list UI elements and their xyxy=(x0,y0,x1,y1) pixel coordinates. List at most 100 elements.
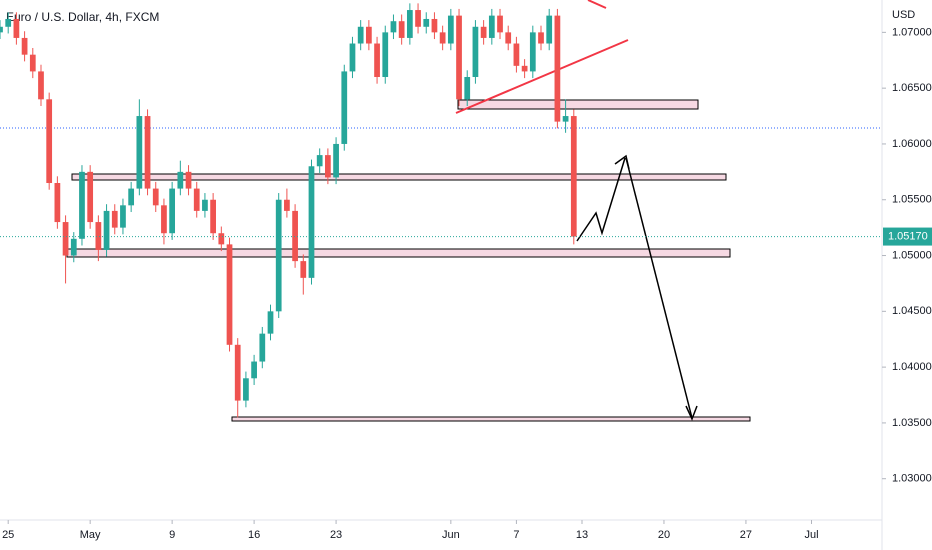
candle-body xyxy=(300,261,307,278)
x-tick-label: 16 xyxy=(248,529,260,541)
y-tick-label: 1.03500 xyxy=(892,417,932,429)
candle-body xyxy=(546,15,553,44)
candle-body xyxy=(439,32,446,44)
candle-body xyxy=(267,311,274,334)
candle-body xyxy=(480,26,487,38)
candle-body xyxy=(275,199,282,312)
candle-body xyxy=(284,199,290,211)
candle-body xyxy=(46,99,53,184)
candle-body xyxy=(562,116,569,122)
arrow-head xyxy=(685,405,698,421)
candle-body xyxy=(29,54,36,72)
candle-body xyxy=(161,205,167,234)
projection-path xyxy=(576,157,626,242)
candle-body xyxy=(431,18,438,33)
candle-body xyxy=(349,43,356,72)
candle-body xyxy=(193,188,200,211)
candle-body xyxy=(382,32,389,77)
candle-body xyxy=(259,333,266,362)
candle-body xyxy=(251,361,257,379)
candle-body xyxy=(538,32,544,44)
y-tick-label: 1.03000 xyxy=(892,473,932,485)
candle-body xyxy=(54,183,61,223)
candle-body xyxy=(333,143,339,178)
candle-body xyxy=(103,210,110,250)
candle-body xyxy=(447,15,454,44)
x-tick-label: 9 xyxy=(169,529,175,541)
candle-body xyxy=(177,171,184,189)
candle-body xyxy=(234,344,241,401)
candle-body xyxy=(415,10,421,27)
trend-line xyxy=(455,39,629,114)
candle-body xyxy=(210,199,216,234)
candle-body xyxy=(21,37,28,55)
y-tick-label: 1.07000 xyxy=(892,26,932,38)
candle-body xyxy=(144,116,151,189)
candle-body xyxy=(513,43,520,66)
candle-body xyxy=(120,205,126,228)
candle-body xyxy=(365,26,372,44)
candle-body xyxy=(308,166,315,278)
y-tick-label: 1.06500 xyxy=(892,82,932,94)
candle-body xyxy=(38,71,44,100)
x-tick-label: 27 xyxy=(740,529,752,541)
candle-body xyxy=(185,171,192,189)
candle-body xyxy=(79,171,85,239)
candle-body xyxy=(521,65,528,72)
candle-body xyxy=(128,188,135,206)
y-tick-label: 1.06000 xyxy=(892,138,932,150)
zone xyxy=(66,248,731,258)
x-tick-label: 7 xyxy=(513,529,519,541)
candle-body xyxy=(13,18,20,38)
drawings xyxy=(0,0,882,422)
x-tick-label: 13 xyxy=(576,529,588,541)
candle-body xyxy=(95,222,102,250)
candle-body xyxy=(505,32,512,44)
candle-body xyxy=(497,15,503,33)
last-price-label: 1.05170 xyxy=(888,230,928,242)
candle-body xyxy=(316,155,323,167)
candle-body xyxy=(62,222,69,256)
x-tick-label: 23 xyxy=(330,529,342,541)
projection-path xyxy=(625,157,693,419)
candle-body xyxy=(226,244,233,345)
candle-body xyxy=(554,15,561,122)
candle-body xyxy=(70,238,77,256)
candle-body xyxy=(243,378,249,401)
x-tick-label: May xyxy=(80,529,101,541)
zone xyxy=(457,99,699,110)
candle-body xyxy=(398,21,405,38)
y-tick-label: 1.05500 xyxy=(892,194,932,206)
candle-body xyxy=(87,171,94,223)
candle-body xyxy=(472,26,479,77)
candle-body xyxy=(374,43,380,77)
candle-body xyxy=(218,233,225,245)
candle-body xyxy=(570,116,577,237)
candle-body xyxy=(357,26,364,44)
candle-body xyxy=(529,32,536,72)
candle-body xyxy=(390,21,397,33)
candle-body xyxy=(456,15,462,100)
last-price-tag xyxy=(883,227,932,246)
candle-body xyxy=(341,71,348,144)
candle-body xyxy=(136,116,143,189)
y-tick-label: 1.04500 xyxy=(892,305,932,317)
candle-body xyxy=(169,188,176,234)
y-tick-label: 1.04000 xyxy=(892,361,932,373)
candle-body xyxy=(423,18,430,27)
candle-body xyxy=(111,210,118,228)
candle-body xyxy=(202,199,208,211)
x-tick-label: 25 xyxy=(2,529,14,541)
candle-body xyxy=(406,10,413,38)
candle-body xyxy=(152,188,159,206)
currency-label: USD xyxy=(892,9,915,21)
candle-body xyxy=(292,210,298,262)
candle-body xyxy=(0,26,3,33)
candle-body xyxy=(5,18,12,27)
x-tick-label: 20 xyxy=(658,529,670,541)
x-tick-label: Jul xyxy=(804,529,818,541)
candle-body xyxy=(464,76,471,100)
x-tick-label: Jun xyxy=(442,529,460,541)
